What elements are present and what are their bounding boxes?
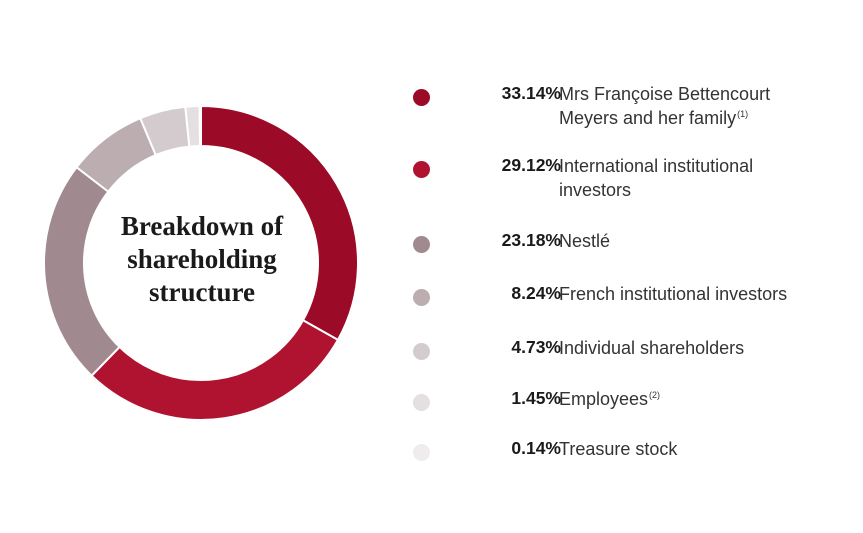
legend-color-dot (413, 161, 430, 178)
legend-value: 23.18% (501, 230, 561, 250)
legend-label-line: Meyers and her family(1) (559, 108, 749, 128)
legend-label: Individual shareholders (559, 336, 849, 360)
legend-label-line: Mrs Françoise Bettencourt (559, 84, 771, 104)
legend-label-line: Nestlé (559, 231, 611, 251)
legend-color-dot (413, 444, 430, 461)
donut-slice-2 (90, 318, 340, 421)
legend-label: Mrs Françoise Bettencourt Meyers and her … (559, 82, 849, 130)
legend-label: Nestlé (559, 229, 849, 253)
chart-title-line-3: structure (149, 277, 255, 307)
chart-title: Breakdown of shareholding structure (92, 210, 312, 309)
footnote-marker: (1) (737, 109, 749, 119)
legend-color-dot (413, 289, 430, 306)
legend-color-dot (413, 343, 430, 360)
legend-color-dot (413, 394, 430, 411)
legend-value: 33.14% (501, 83, 561, 103)
legend-value: 29.12% (501, 155, 561, 175)
footnote-marker: (2) (649, 390, 661, 400)
legend-label: French institutional investors (559, 282, 849, 306)
legend-label: Employees(2) (559, 387, 849, 411)
legend-value: 0.14% (511, 438, 561, 458)
donut-slice-7 (198, 104, 202, 148)
legend-value: 4.73% (511, 337, 561, 357)
legend-label-line: International institutional (559, 156, 754, 176)
legend-color-dot (413, 236, 430, 253)
legend-color-dot (413, 89, 430, 106)
chart-title-line-2: shareholding (127, 244, 277, 274)
legend-label: Treasure stock (559, 437, 849, 461)
chart-title-line-1: Breakdown of (120, 211, 284, 241)
legend-label-line: investors (559, 180, 632, 200)
legend-value: 8.24% (511, 283, 561, 303)
legend-value: 1.45% (511, 388, 561, 408)
legend-label-line: French institutional investors (559, 284, 788, 304)
legend-label: International institutional investors (559, 154, 849, 202)
legend-label-line: Treasure stock (559, 439, 678, 459)
legend-label-line: Individual shareholders (559, 338, 745, 358)
legend-label-line: Employees(2) (559, 389, 661, 409)
